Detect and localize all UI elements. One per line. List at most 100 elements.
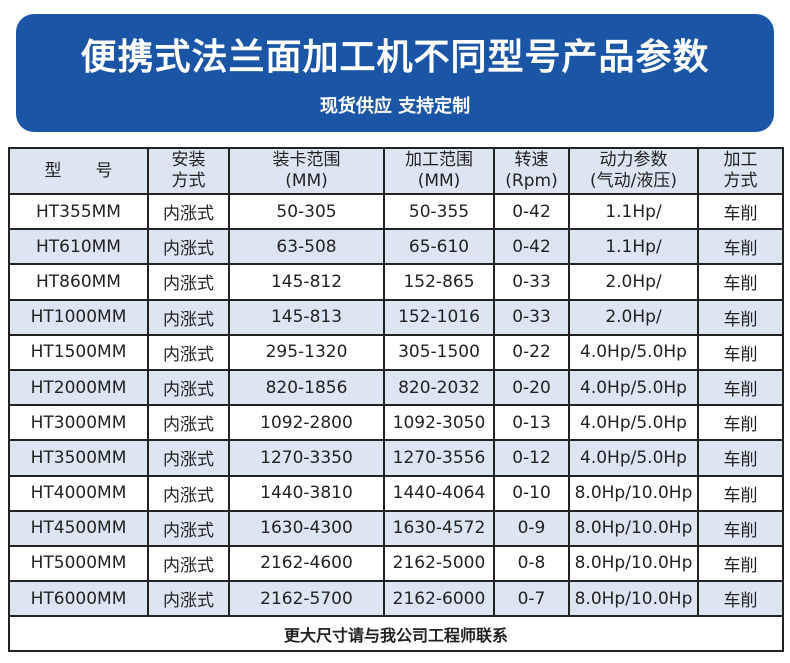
cell-power: 8.0Hp/10.0Hp <box>568 580 699 618</box>
cell-clamp-range: 50-305 <box>228 192 385 231</box>
cell-machining-method: 车削 <box>697 580 784 618</box>
cell-machining-range: 152-1016 <box>383 298 495 336</box>
cell-speed: 0-33 <box>493 298 570 336</box>
cell-machining-method: 车削 <box>697 333 784 371</box>
cell-machining-method: 车削 <box>697 439 784 477</box>
cell-mount-type: 内涨式 <box>147 333 230 371</box>
cell-clamp-range: 145-813 <box>228 298 385 336</box>
column-header-power: 动力参数 (气动/液压) <box>568 147 699 195</box>
table-row: HT1000MM 内涨式 145-813 152-1016 0-33 2.0Hp/车削 <box>8 298 784 336</box>
cell-machining-range: 820-2032 <box>383 368 495 407</box>
cell-machining-range: 50-355 <box>383 192 495 231</box>
cell-clamp-range: 820-1856 <box>228 368 385 407</box>
cell-mount-type: 内涨式 <box>147 298 230 336</box>
cell-machining-method: 车削 <box>697 368 784 407</box>
cell-mount-type: 内涨式 <box>147 509 230 547</box>
cell-machining-range: 2162-5000 <box>383 544 495 583</box>
cell-model: HT355MM <box>8 192 149 231</box>
cell-clamp-range: 1270-3350 <box>228 439 385 477</box>
cell-model: HT2000MM <box>8 368 149 407</box>
cell-model: HT1000MM <box>8 298 149 336</box>
cell-model: HT1500MM <box>8 333 149 371</box>
cell-mount-type: 内涨式 <box>147 439 230 477</box>
cell-mount-type: 内涨式 <box>147 544 230 583</box>
cell-clamp-range: 1092-2800 <box>228 404 385 442</box>
cell-clamp-range: 2162-4600 <box>228 544 385 583</box>
column-header-model: 型 号 <box>8 147 149 195</box>
cell-speed: 0-8 <box>493 544 570 583</box>
cell-machining-method: 车削 <box>697 298 784 336</box>
table-row: HT4500MM 内涨式 1630-4300 1630-4572 0-9 8.0Hp/10… <box>8 509 784 547</box>
cell-model: HT3000MM <box>8 404 149 442</box>
cell-machining-range: 1270-3556 <box>383 439 495 477</box>
cell-machining-range: 152-865 <box>383 263 495 301</box>
cell-model: HT4500MM <box>8 509 149 547</box>
cell-speed: 0-42 <box>493 192 570 231</box>
cell-machining-range: 1092-3050 <box>383 404 495 442</box>
cell-clamp-range: 145-812 <box>228 263 385 301</box>
column-header-mount-type: 安装 方式 <box>147 147 230 195</box>
cell-speed: 0-22 <box>493 333 570 371</box>
cell-clamp-range: 295-1320 <box>228 333 385 371</box>
header-row: 型 号安装 方式 装卡范围 (MM) 加工范围 (MM) 转速 (Rpm) 动力参数 (… <box>8 147 784 195</box>
table-row: HT3500MM 内涨式 1270-3350 1270-3556 0-12 4.0Hp/5… <box>8 439 784 477</box>
footer-note: 更大尺寸请与我公司工程师联系 <box>8 615 784 653</box>
cell-speed: 0-13 <box>493 404 570 442</box>
cell-model: HT5000MM <box>8 544 149 583</box>
cell-clamp-range: 1440-3810 <box>228 474 385 512</box>
cell-mount-type: 内涨式 <box>147 228 230 266</box>
cell-machining-range: 1440-4064 <box>383 474 495 512</box>
cell-power: 2.0Hp/ <box>568 298 699 336</box>
cell-speed: 0-33 <box>493 263 570 301</box>
cell-machining-range: 1630-4572 <box>383 509 495 547</box>
cell-power: 4.0Hp/5.0Hp <box>568 439 699 477</box>
footer-row: 更大尺寸请与我公司工程师联系 <box>8 615 784 653</box>
cell-machining-range: 2162-6000 <box>383 580 495 618</box>
table-row: HT860MM 内涨式 145-812 152-865 0-33 2.0Hp/车削 <box>8 263 784 301</box>
cell-mount-type: 内涨式 <box>147 580 230 618</box>
table-row: HT6000MM 内涨式 2162-5700 2162-6000 0-7 8.0Hp/10… <box>8 580 784 618</box>
cell-power: 4.0Hp/5.0Hp <box>568 333 699 371</box>
cell-machining-method: 车削 <box>697 192 784 231</box>
cell-machining-range: 305-1500 <box>383 333 495 371</box>
cell-model: HT6000MM <box>8 580 149 618</box>
table-row: HT2000MM 内涨式 820-1856 820-2032 0-20 4.0Hp/5.0… <box>8 368 784 407</box>
cell-machining-method: 车削 <box>697 263 784 301</box>
table-row: HT1500MM 内涨式 295-1320 305-1500 0-22 4.0Hp/5.0… <box>8 333 784 371</box>
cell-machining-method: 车削 <box>697 509 784 547</box>
cell-machining-method: 车削 <box>697 404 784 442</box>
cell-speed: 0-20 <box>493 368 570 407</box>
table-row: HT4000MM 内涨式 1440-3810 1440-4064 0-10 8.0Hp/1… <box>8 474 784 512</box>
cell-model: HT3500MM <box>8 439 149 477</box>
cell-mount-type: 内涨式 <box>147 404 230 442</box>
page-title: 便携式法兰面加工机不同型号产品参数 <box>80 37 710 78</box>
cell-model: HT860MM <box>8 263 149 301</box>
cell-model: HT610MM <box>8 228 149 266</box>
cell-model: HT4000MM <box>8 474 149 512</box>
cell-clamp-range: 63-508 <box>228 228 385 266</box>
cell-power: 4.0Hp/5.0Hp <box>568 368 699 407</box>
cell-mount-type: 内涨式 <box>147 263 230 301</box>
cell-power: 8.0Hp/10.0Hp <box>568 474 699 512</box>
column-header-machining-range: 加工范围 (MM) <box>383 147 495 195</box>
cell-machining-method: 车削 <box>697 474 784 512</box>
table-row: HT5000MM 内涨式 2162-4600 2162-5000 0-8 8.0Hp/10… <box>8 544 784 583</box>
cell-power: 1.1Hp/ <box>568 228 699 266</box>
cell-machining-method: 车削 <box>697 228 784 266</box>
cell-speed: 0-9 <box>493 509 570 547</box>
table-row: HT355MM 内涨式 50-305 50-355 0-42 1.1Hp/车削 <box>8 192 784 231</box>
column-header-speed: 转速 (Rpm) <box>493 147 570 195</box>
spec-table: 型 号安装 方式 装卡范围 (MM) 加工范围 (MM) 转速 (Rpm) 动力参数 (… <box>8 147 784 653</box>
cell-mount-type: 内涨式 <box>147 474 230 512</box>
cell-speed: 0-12 <box>493 439 570 477</box>
cell-clamp-range: 2162-5700 <box>228 580 385 618</box>
cell-power: 2.0Hp/ <box>568 263 699 301</box>
cell-speed: 0-7 <box>493 580 570 618</box>
cell-speed: 0-10 <box>493 474 570 512</box>
column-header-clamp-range: 装卡范围 (MM) <box>228 147 385 195</box>
cell-speed: 0-42 <box>493 228 570 266</box>
cell-clamp-range: 1630-4300 <box>228 509 385 547</box>
cell-power: 8.0Hp/10.0Hp <box>568 509 699 547</box>
cell-mount-type: 内涨式 <box>147 368 230 407</box>
cell-machining-method: 车削 <box>697 544 784 583</box>
